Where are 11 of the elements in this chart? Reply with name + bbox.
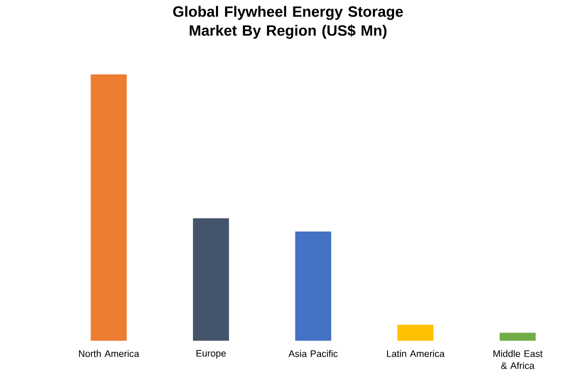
x-tick-label: North America [79, 350, 140, 358]
bar [397, 324, 434, 341]
x-tick-label: Asia Pacific [288, 350, 338, 358]
bar [90, 74, 127, 341]
x-tick-label: Europe [196, 350, 226, 359]
bar [295, 232, 332, 341]
x-tick-label: Middle East & Africa [493, 350, 543, 369]
bar [192, 218, 229, 341]
bar [500, 332, 536, 341]
x-tick-label: Latin America [387, 350, 445, 358]
chart-title: Global Flywheel Energy Storage Market By Region (US$ Mn) [173, 6, 403, 39]
